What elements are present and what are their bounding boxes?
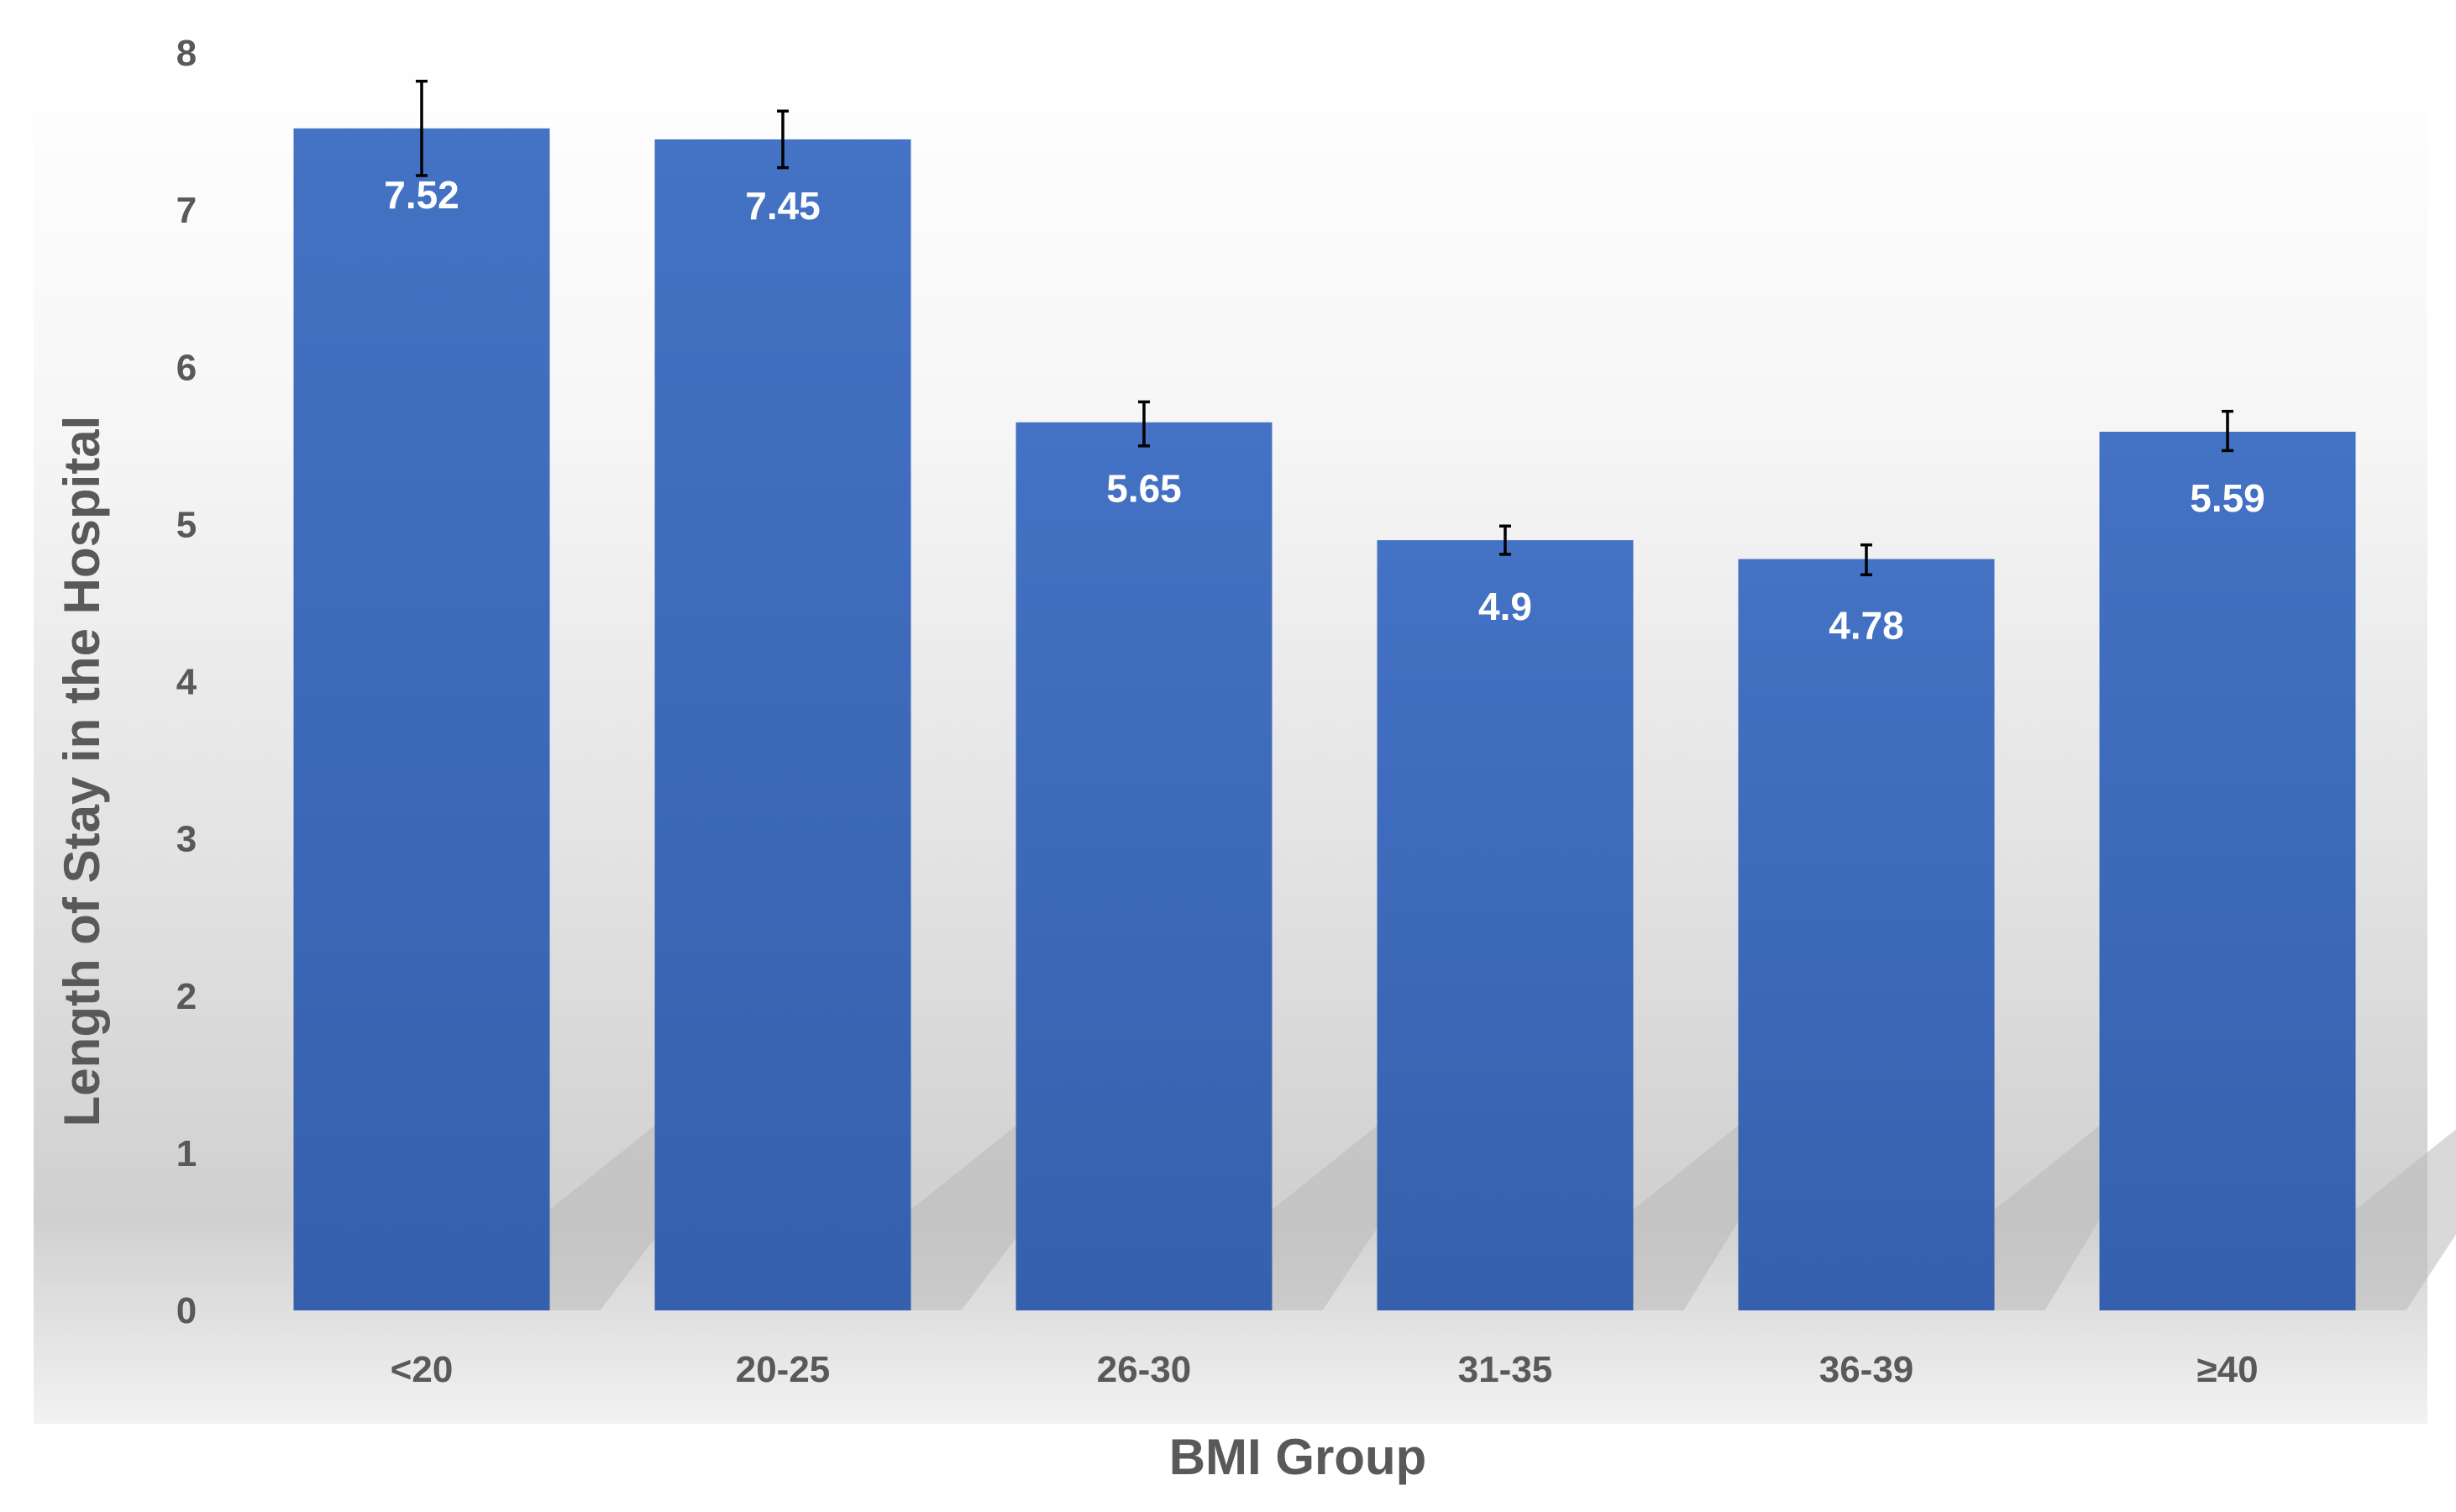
bars — [293, 128, 2356, 1311]
x-tick-label: ≥40 — [2196, 1349, 2258, 1390]
data-label: 5.65 — [1106, 467, 1182, 511]
data-label: 7.52 — [384, 173, 459, 217]
x-tick-label: 20-25 — [736, 1349, 831, 1390]
y-tick-label: 8 — [176, 33, 197, 74]
bar — [654, 139, 911, 1311]
data-label: 7.45 — [745, 184, 821, 228]
y-axis-title: Length of Stay in the Hospital — [54, 416, 110, 1127]
y-tick-label: 2 — [176, 976, 197, 1017]
error-bars — [416, 79, 2233, 577]
bar — [293, 128, 550, 1310]
x-axis: <20 20-25 26-30 31-35 36-39 ≥40 — [391, 1349, 2259, 1390]
y-tick-label: 7 — [176, 190, 197, 231]
bar — [1738, 559, 1995, 1310]
x-tick-label: <20 — [391, 1349, 454, 1390]
bar-shadow — [2355, 1129, 2456, 1310]
y-tick-label: 4 — [176, 662, 197, 703]
data-label: 4.78 — [1829, 604, 1904, 648]
y-axis: 0 1 2 3 4 5 6 7 8 — [176, 33, 197, 1331]
y-tick-label: 3 — [176, 819, 197, 860]
y-tick-label: 5 — [176, 504, 197, 545]
y-tick-label: 6 — [176, 347, 197, 388]
y-tick-label: 0 — [176, 1290, 197, 1331]
x-tick-label: 36-39 — [1819, 1349, 1914, 1390]
data-label: 4.9 — [1478, 585, 1532, 628]
bar — [1377, 540, 1634, 1310]
x-tick-label: 26-30 — [1097, 1349, 1192, 1390]
x-axis-title: BMI Group — [1169, 1429, 1427, 1485]
data-labels: 7.52 7.45 5.65 4.9 4.78 5.59 — [384, 173, 2265, 648]
y-tick-label: 1 — [176, 1133, 197, 1174]
bar — [1015, 422, 1273, 1310]
x-tick-label: 31-35 — [1458, 1349, 1553, 1390]
data-label: 5.59 — [2190, 476, 2265, 520]
bar — [2099, 431, 2356, 1311]
